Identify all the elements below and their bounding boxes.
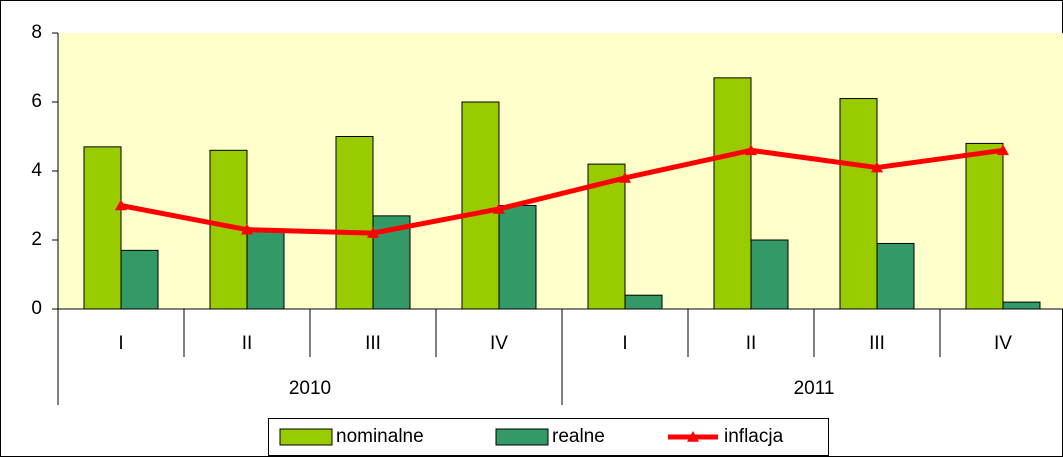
bar: [587, 163, 626, 310]
line-marker: [241, 223, 253, 235]
bar: [965, 142, 1004, 310]
line-marker: [493, 202, 505, 214]
bar: [624, 294, 663, 310]
legend-label: inflacja: [724, 426, 784, 447]
bar: [498, 205, 537, 310]
y-tick-label: 2: [31, 229, 42, 250]
line-marker: [367, 227, 379, 238]
bar: [335, 136, 374, 310]
x-tick-label: III: [869, 333, 885, 354]
legend-label: nominalne: [336, 426, 424, 447]
x-tick-label: III: [365, 333, 381, 354]
bar: [461, 101, 500, 310]
line-marker: [745, 144, 757, 156]
y-tick-label: 8: [31, 22, 42, 43]
y-tick-label: 4: [31, 160, 42, 181]
x-tick-label: IV: [994, 333, 1012, 354]
y-tick-label: 6: [31, 91, 42, 112]
x-tick-label: II: [242, 333, 253, 354]
line-marker: [619, 171, 631, 183]
legend-label: realne: [552, 426, 605, 447]
bar: [876, 242, 915, 310]
x-group-label: 2010: [289, 378, 331, 399]
x-group-label: 2011: [794, 378, 835, 399]
bar: [120, 249, 159, 310]
line-marker: [997, 144, 1009, 156]
legend-swatch: [279, 428, 333, 446]
x-tick-label: IV: [490, 333, 508, 354]
bar: [713, 77, 752, 310]
bar: [83, 146, 122, 310]
legend-swatch: [495, 428, 549, 446]
x-tick-label: I: [118, 333, 123, 354]
x-tick-label: II: [746, 333, 757, 354]
bar: [839, 98, 878, 310]
x-tick-label: I: [622, 333, 627, 354]
line-marker: [115, 199, 127, 211]
y-tick-label: 0: [31, 298, 42, 319]
bar: [1002, 301, 1041, 310]
line-series: [120, 147, 1004, 236]
line-marker: [871, 161, 883, 173]
bar: [246, 229, 285, 310]
legend-marker: [687, 431, 699, 442]
bar: [750, 239, 789, 310]
